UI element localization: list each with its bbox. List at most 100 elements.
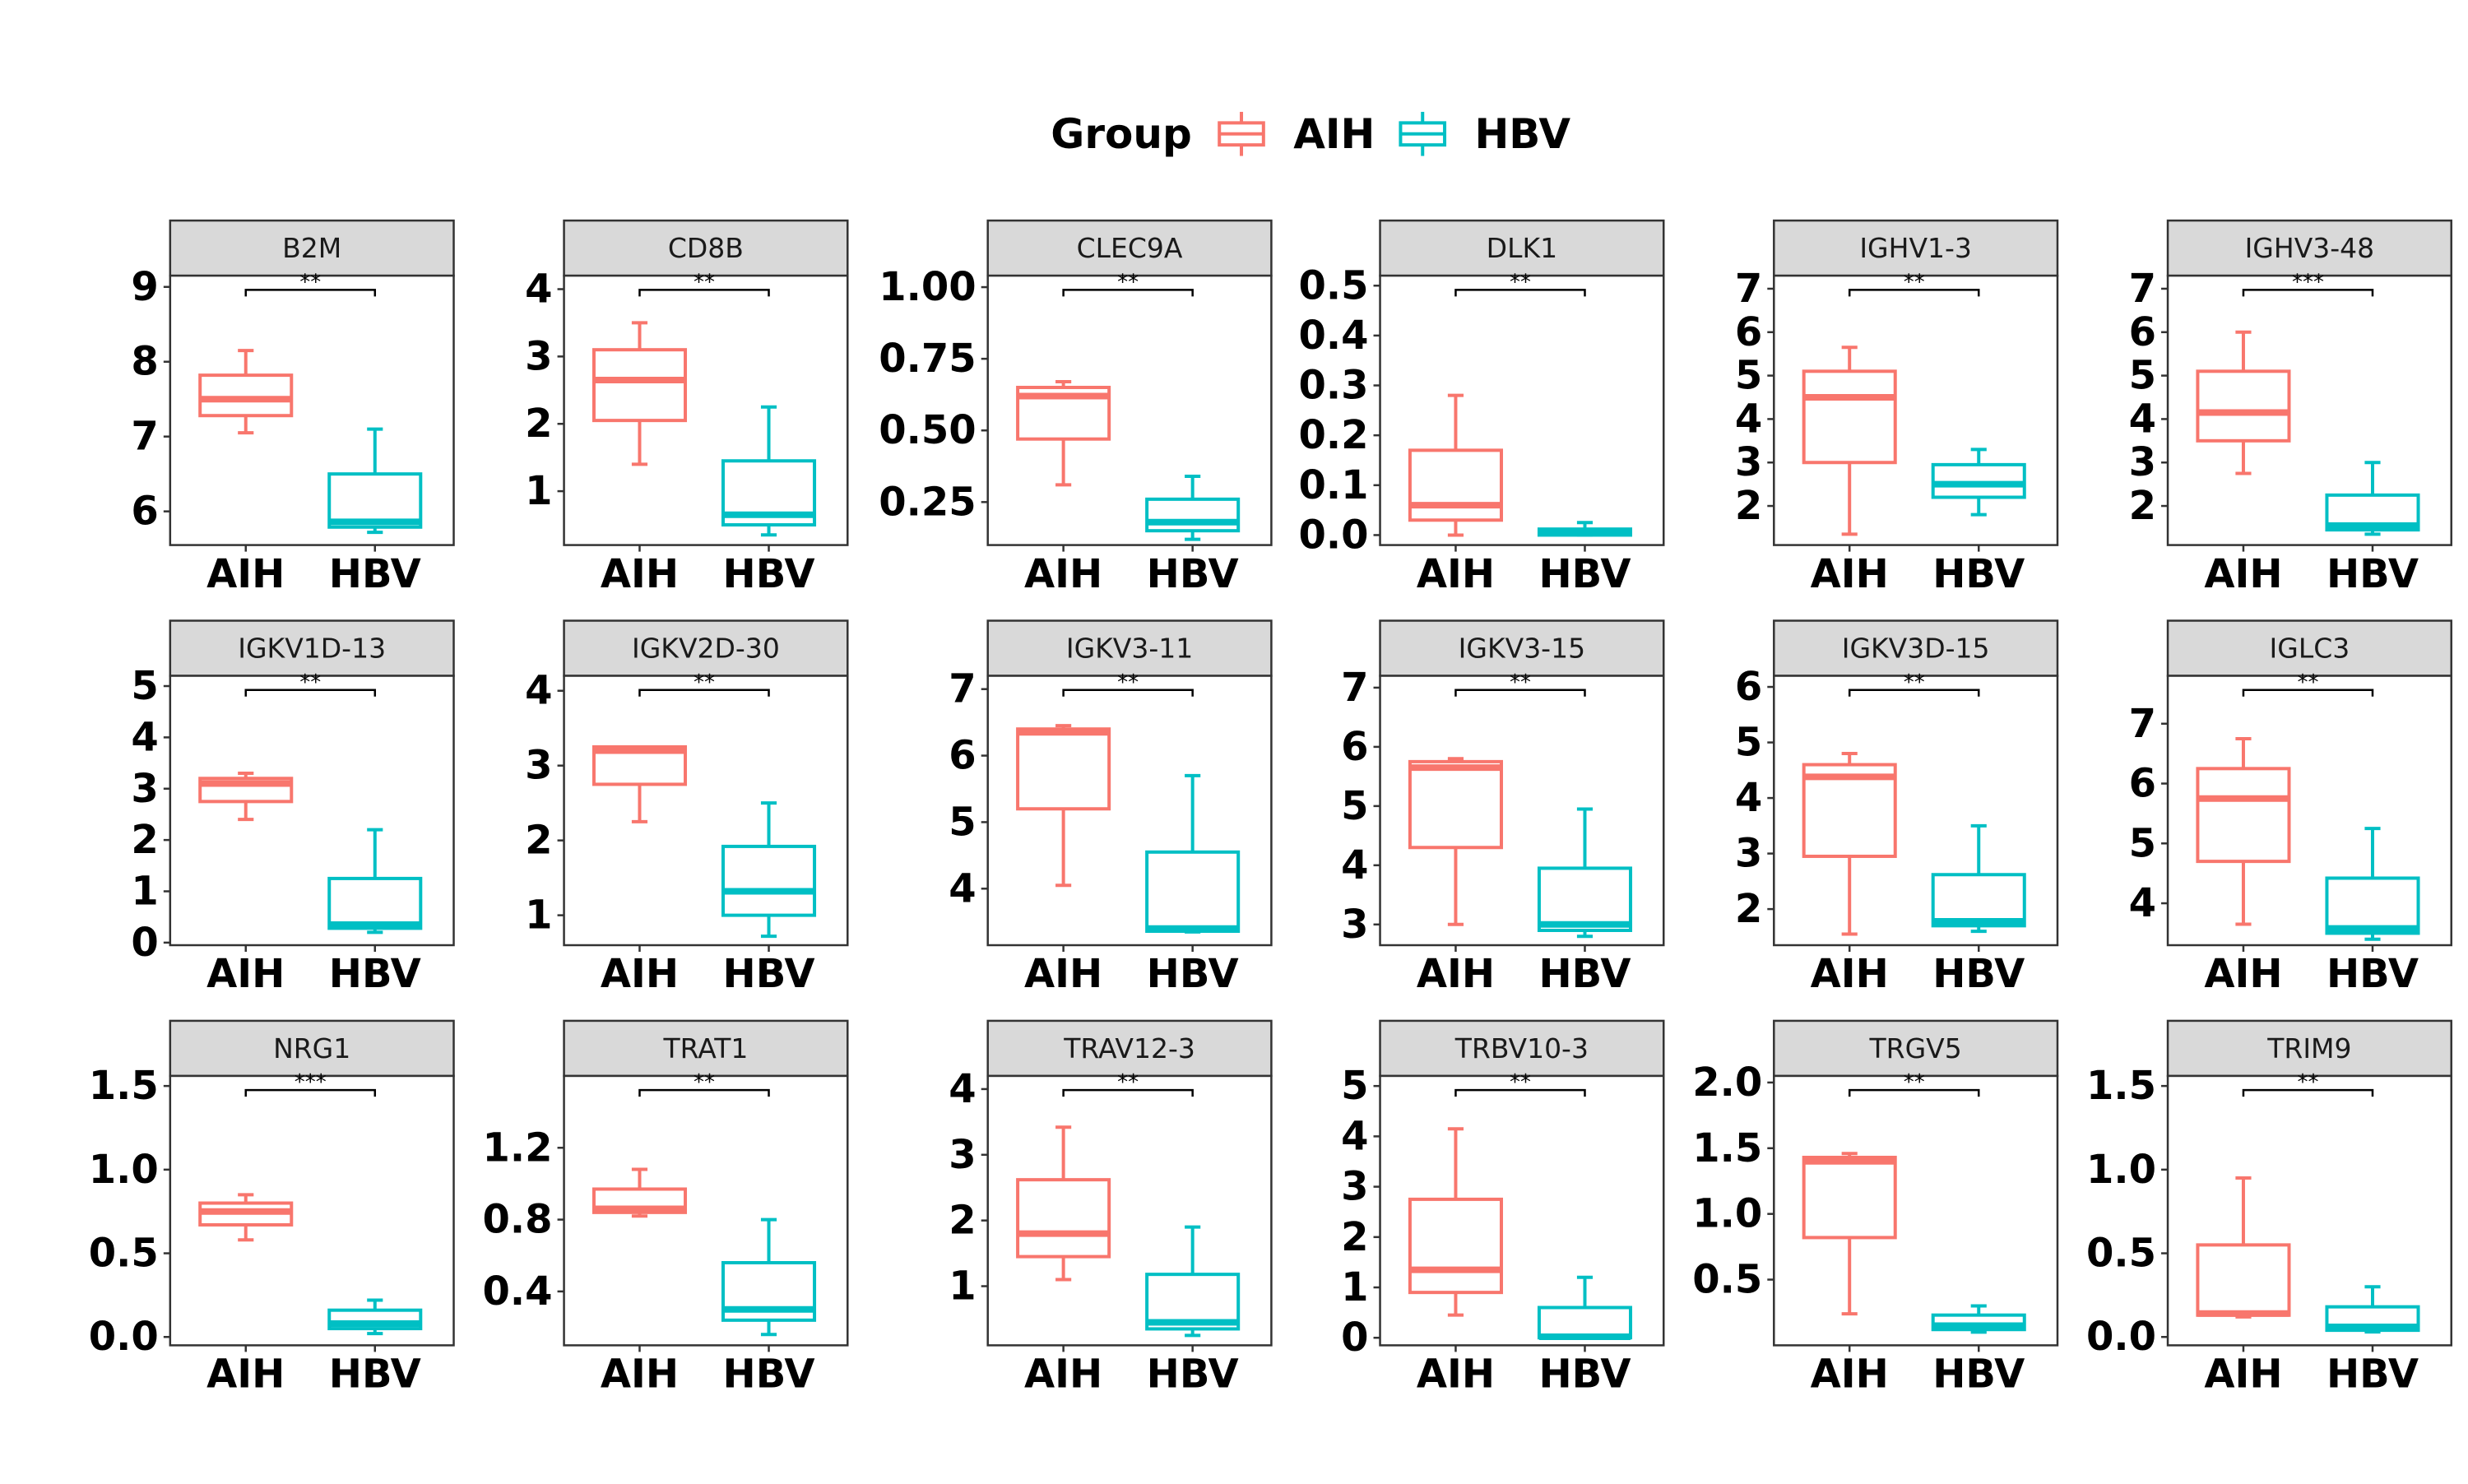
bracket-line [244, 289, 377, 297]
y-tick-label: 7 [2129, 266, 2156, 312]
box-aih [2196, 330, 2291, 475]
bracket-line [1454, 1088, 1586, 1097]
y-tick-label: 5 [1341, 783, 1368, 829]
box-iqr [1016, 727, 1111, 811]
panel-title: TRBV10-3 [1454, 1032, 1589, 1064]
y-tick-label: 6 [1735, 664, 1762, 710]
x-tick-label: HBV [2327, 1352, 2419, 1398]
significance-label: ** [1904, 270, 1925, 294]
significance-label: ** [2297, 1070, 2318, 1095]
significance-label: ** [1117, 270, 1139, 294]
box-iqr [1408, 448, 1503, 522]
x-tick-label: AIH [206, 951, 285, 997]
panel-strip [1773, 219, 2059, 277]
x-tick-label: AIH [1024, 551, 1102, 597]
box-aih [2196, 736, 2291, 926]
y-tick-label: 5 [1341, 1063, 1368, 1109]
x-tick-label: HBV [1539, 951, 1631, 997]
panel-strip [986, 1019, 1273, 1078]
y-tick-label: 2 [1735, 886, 1762, 932]
bracket-line [1848, 689, 1980, 697]
x-tick-label: HBV [1539, 1352, 1631, 1398]
box-hbv [1145, 1225, 1241, 1338]
y-tick-label: 4 [1341, 842, 1368, 888]
panel-igkv3d-15: IGKV3D-15 2 3 4 5 6 AIH HBV ** [1735, 619, 2059, 997]
bracket-line [1454, 689, 1586, 697]
y-tick-label: 2 [1341, 1214, 1368, 1260]
panel-nrg1: NRG1 0.0 0.5 1.0 1.5 AIH HBV *** [89, 1019, 455, 1398]
panel-title: IGKV3-11 [1066, 633, 1193, 665]
x-tick-label: HBV [2327, 551, 2419, 597]
y-tick-label: 5 [949, 799, 976, 845]
significance-bracket: ** [1848, 270, 1980, 297]
x-tick-label: AIH [1811, 551, 1889, 597]
panel-strip [2166, 619, 2452, 677]
y-tick-label: 2 [525, 818, 552, 864]
bracket-line [638, 1088, 770, 1097]
box-aih [198, 772, 294, 822]
panel-title: IGKV3D-15 [1842, 633, 1990, 665]
significance-bracket: ** [1848, 1070, 1980, 1097]
legend-key-aih [1218, 111, 1265, 156]
y-tick-label: 5 [1735, 353, 1762, 399]
y-tick-label: 4 [949, 1066, 976, 1112]
panel-strip [1379, 219, 1665, 277]
panel-title: CLEC9A [1077, 232, 1183, 264]
panel-title: IGKV2D-30 [632, 633, 780, 665]
panel-cd8b: CD8B 1 2 3 4 AIH HBV ** [525, 219, 849, 597]
box-aih [591, 744, 688, 823]
y-tick-label: 6 [2129, 309, 2156, 355]
bracket-line [1848, 1088, 1980, 1097]
panel-title: TRIM9 [2266, 1032, 2351, 1064]
significance-label: ** [1904, 670, 1925, 695]
y-tick-label: 7 [2129, 701, 2156, 747]
x-tick-label: HBV [1147, 951, 1239, 997]
y-tick-label: 0.25 [879, 479, 976, 525]
panel-title: IGKV3-15 [1459, 633, 1585, 665]
significance-label: ** [1117, 670, 1139, 695]
box-aih [198, 349, 294, 435]
bracket-line [1454, 289, 1586, 297]
y-tick-label: 3 [949, 1132, 976, 1178]
x-tick-label: AIH [206, 551, 285, 597]
y-tick-label: 3 [1735, 439, 1762, 485]
y-tick-label: 0.0 [1299, 512, 1369, 558]
box-hbv [1145, 474, 1241, 541]
x-tick-label: AIH [2204, 951, 2282, 997]
significance-label: ** [1117, 1070, 1139, 1095]
bracket-line [1062, 289, 1194, 297]
panel-title: IGLC3 [2270, 633, 2350, 665]
y-tick-label: 1.00 [879, 264, 976, 310]
box-hbv [1931, 1304, 2026, 1334]
x-tick-label: HBV [1147, 1352, 1239, 1398]
box-aih [1408, 757, 1503, 926]
y-tick-label: 2 [131, 817, 158, 863]
box-hbv [721, 405, 817, 537]
significance-label: *** [2292, 270, 2324, 294]
panel-title: TRAV12-3 [1063, 1032, 1195, 1064]
box-iqr [1016, 1178, 1111, 1259]
significance-label: ** [694, 1070, 715, 1095]
bracket-line [2242, 689, 2374, 697]
x-tick-label: AIH [2204, 1352, 2282, 1398]
panel-trgv5: TRGV5 0.5 1.0 1.5 2.0 AIH HBV ** [1692, 1019, 2059, 1398]
box-iqr [2196, 369, 2291, 443]
y-tick-label: 7 [1341, 665, 1368, 711]
y-tick-label: 4 [1735, 775, 1762, 821]
box-iqr [2325, 876, 2420, 935]
box-hbv [327, 1298, 423, 1336]
x-tick-label: HBV [723, 1352, 815, 1398]
box-iqr [1931, 873, 2026, 928]
box-iqr [327, 876, 423, 930]
panel-igkv3-11: IGKV3-11 4 5 6 7 AIH HBV ** [949, 619, 1273, 997]
y-tick-label: 0.4 [1299, 313, 1369, 359]
box-iqr [1537, 866, 1633, 933]
legend-title: Group [1051, 110, 1191, 158]
box-hbv [2325, 827, 2420, 941]
significance-label: ** [1510, 270, 1531, 294]
x-tick-label: AIH [1024, 1352, 1102, 1398]
y-tick-label: 6 [1341, 724, 1368, 770]
legend: Group AIH HBV [1051, 110, 1570, 158]
y-tick-label: 0 [1341, 1315, 1368, 1361]
